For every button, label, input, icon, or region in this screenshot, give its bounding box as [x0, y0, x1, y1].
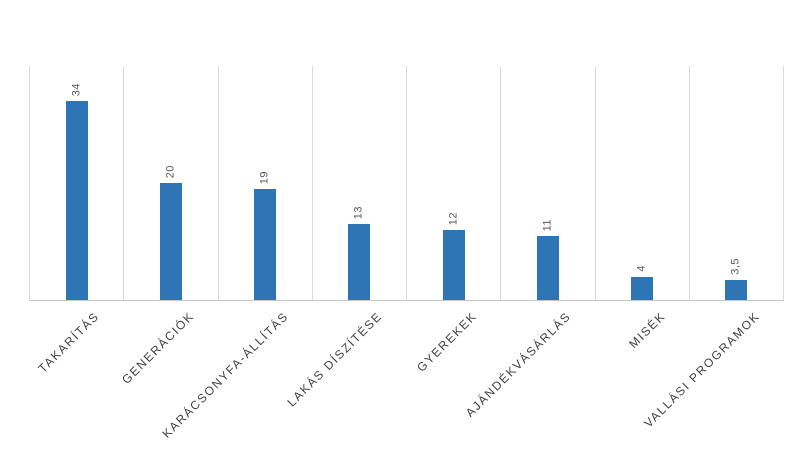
bar: [536, 236, 559, 300]
category-slot: 4 MISÉK: [596, 66, 690, 351]
category-slot: 11 AJÁNDÉKVÁSÁRLÁS: [463, 66, 596, 420]
category-label: AJÁNDÉKVÁSÁRLÁS: [462, 309, 574, 420]
category-slot: 34 TAKARÍTÁS: [30, 66, 125, 376]
category-slot: 12 GYEREKEK: [407, 66, 502, 375]
category-slot: 20 GENERÁCIÓK: [119, 66, 219, 387]
category-slot: 13 LAKÁS DÍSZÍTÉSE: [285, 66, 407, 409]
category-slot: 19 KARÁCSONYFA-ÁLLÍTÁS: [159, 66, 313, 441]
bar-value-label: 3,5: [729, 258, 742, 275]
plot-area: 34 TAKARÍTÁS 20 GENERÁCIÓK 19 KARÁCSONYFA-ÁLL…: [29, 66, 784, 441]
bar: [442, 230, 465, 300]
bar-value-label: 4: [635, 265, 648, 272]
category-label: TAKARÍTÁS: [35, 309, 103, 376]
bar: [159, 183, 182, 300]
category-slot: 3,5 VALLÁSI PROGRAMOK: [641, 66, 784, 430]
bar: [725, 280, 748, 300]
bar-value-label: 20: [164, 164, 177, 178]
bar: [65, 101, 88, 300]
bar-value-label: 13: [352, 205, 365, 219]
bar: [254, 189, 277, 300]
category-label: GYEREKEK: [413, 309, 480, 375]
bar: [631, 277, 654, 300]
bar: [348, 224, 371, 300]
category-label: GENERÁCIÓK: [118, 309, 197, 387]
bar-value-label: 34: [70, 82, 83, 96]
category-label: LAKÁS DÍSZÍTÉSE: [284, 309, 386, 410]
category-label: MISÉK: [626, 309, 669, 351]
bar-value-label: 12: [447, 211, 460, 225]
bar-value-label: 19: [258, 170, 271, 184]
bar-value-label: 11: [541, 218, 554, 231]
